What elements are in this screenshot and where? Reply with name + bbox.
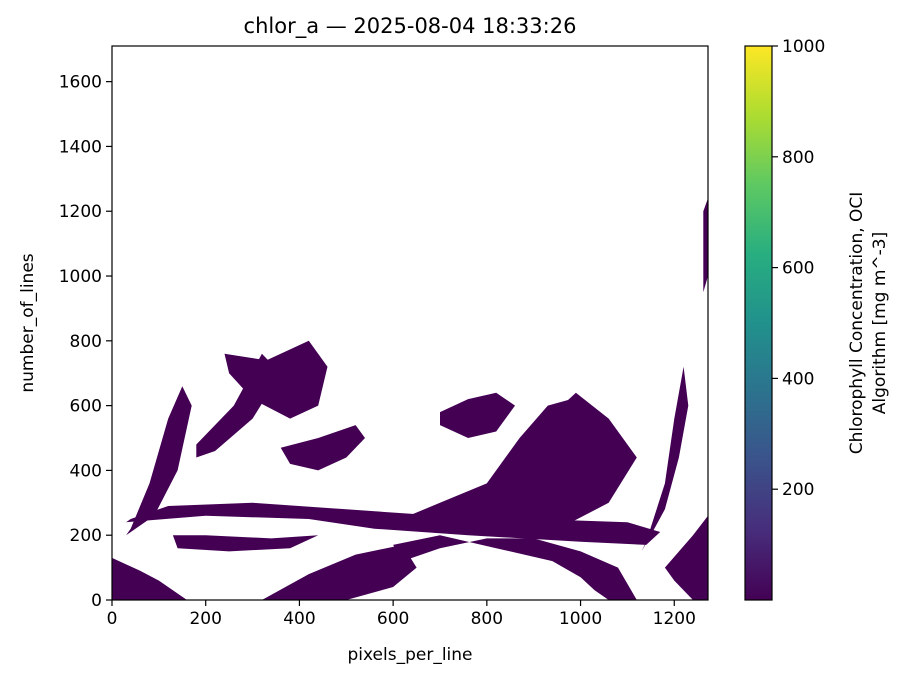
data-region-15	[703, 198, 708, 293]
y-axis: 0 200 400 600 800 1000 1200 1400 1600	[59, 73, 112, 611]
data-region-3	[126, 502, 661, 545]
colorbar-frame	[744, 45, 773, 601]
y-tick-label: 1000	[59, 267, 102, 287]
y-axis-title: number_of_lines	[18, 253, 38, 392]
y-tick-label: 400	[70, 461, 102, 481]
colorbar-gradient	[745, 46, 772, 600]
plot-area	[111, 45, 709, 601]
y-tick-label: 1400	[59, 137, 102, 157]
x-tick-label: 200	[189, 609, 221, 629]
colorbar-tick-label: 600	[782, 259, 814, 279]
plot-frame	[111, 45, 709, 601]
data-region-11	[641, 366, 689, 552]
x-tick-label: 0	[107, 609, 118, 629]
data-region-12	[664, 515, 708, 600]
colorbar-tick-label: 1000	[782, 37, 825, 57]
colorbar-label-line2: Algorithm [mg m^-3]	[870, 232, 890, 414]
data-region-1	[112, 557, 187, 600]
y-tick-label: 200	[70, 526, 102, 546]
data-region-4	[172, 535, 319, 552]
x-tick-label: 1200	[653, 609, 696, 629]
x-tick-label: 600	[377, 609, 409, 629]
y-tick-label: 800	[70, 332, 102, 352]
x-axis-title: pixels_per_line	[347, 645, 472, 665]
y-tick-label: 1200	[59, 202, 102, 222]
data-region-6	[224, 340, 328, 419]
data-region-8	[393, 535, 637, 600]
data-region-14	[440, 392, 515, 438]
y-tick-label: 600	[70, 397, 102, 417]
data-region-7	[261, 544, 417, 600]
colorbar-ticks: 200 400 600 800 1000	[772, 37, 825, 500]
data-region-13	[280, 425, 365, 471]
x-axis: 0 200 400 600 800 1000 1200	[107, 600, 696, 629]
y-tick-label: 1600	[59, 73, 102, 93]
x-tick-label: 800	[471, 609, 503, 629]
colorbar-label-line1: Chlorophyll Concentration, OCI	[847, 192, 867, 455]
colorbar-tick-label: 800	[782, 148, 814, 168]
colorbar: 200 400 600 800 1000 Chlorophyll Concentrati…	[744, 37, 890, 601]
colorbar-tick-label: 400	[782, 369, 814, 389]
chart-title: chlor_a — 2025-08-04 18:33:26	[244, 14, 577, 39]
data-region-2	[126, 386, 192, 536]
x-tick-label: 1000	[559, 609, 602, 629]
x-tick-label: 400	[283, 609, 315, 629]
y-tick-label: 0	[91, 591, 102, 611]
data-regions	[112, 198, 708, 600]
data-region-10	[496, 392, 637, 526]
colorbar-tick-label: 200	[782, 480, 814, 500]
